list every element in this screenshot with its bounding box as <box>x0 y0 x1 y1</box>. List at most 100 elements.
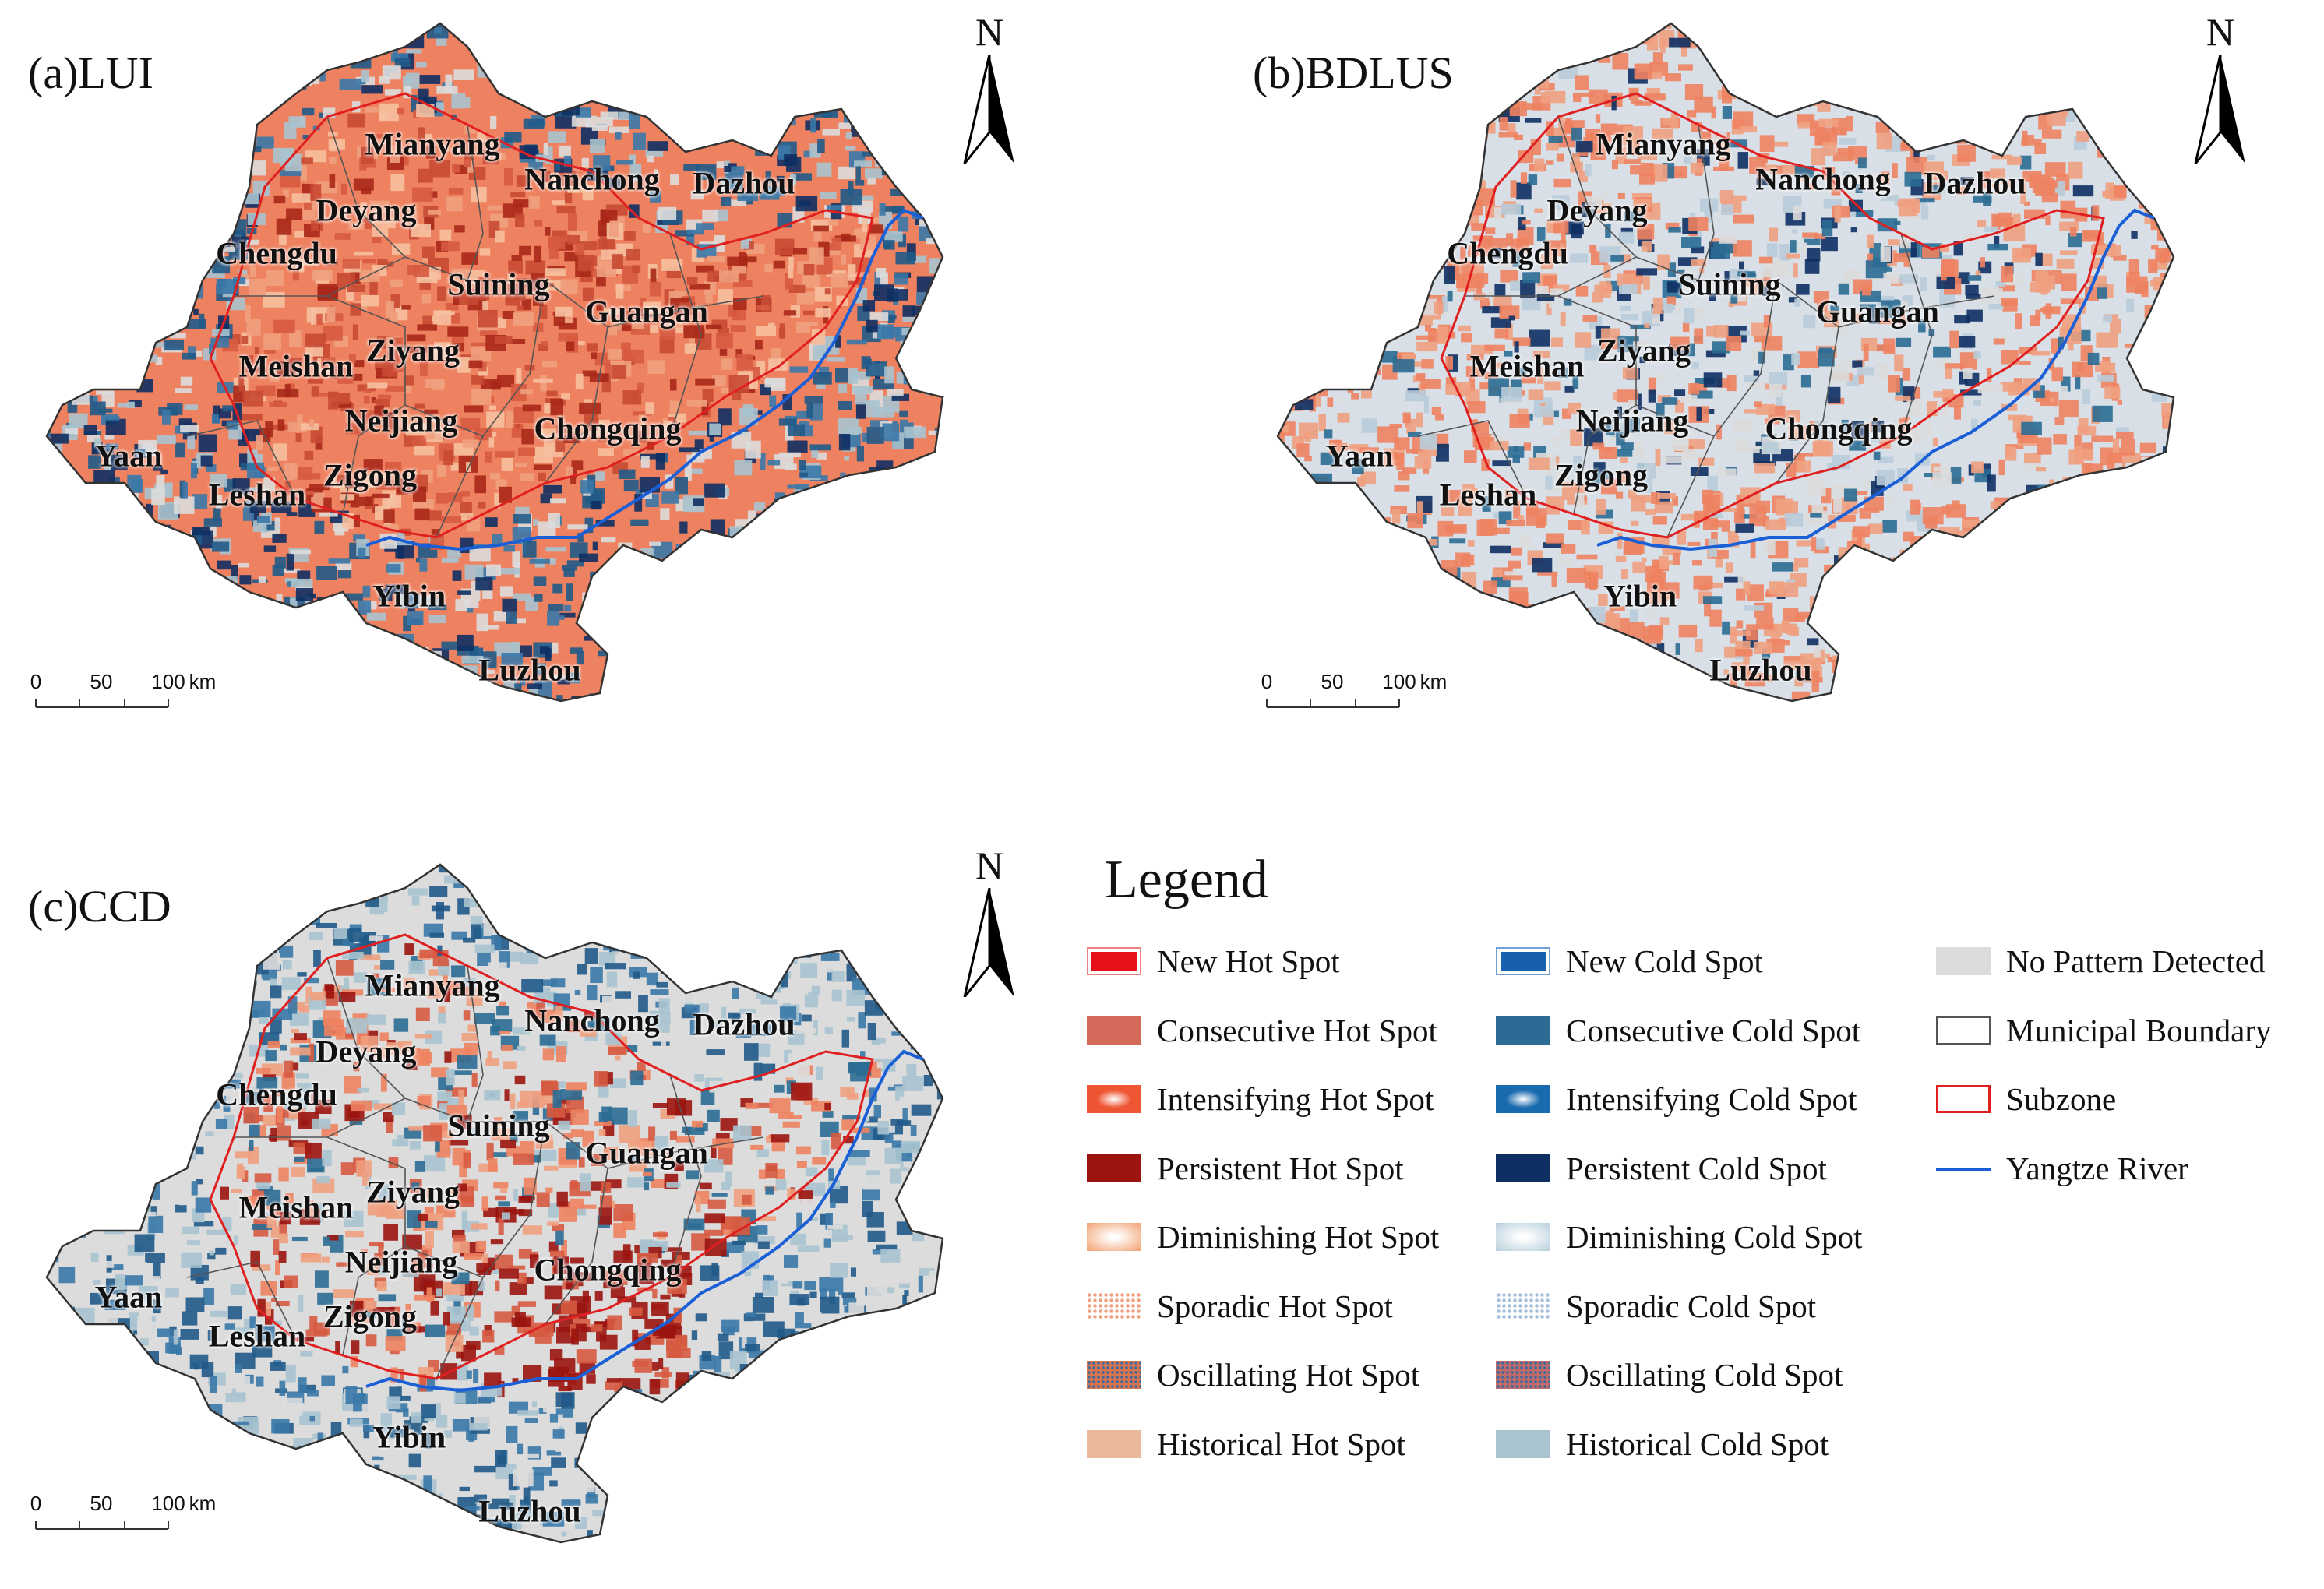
north-label: N <box>2189 9 2252 55</box>
city-label-nanchong: Nanchong <box>524 161 659 198</box>
scale-label: 50 <box>90 1492 113 1516</box>
city-label-meishan: Meishan <box>239 1189 354 1226</box>
legend-label: Persistent Cold Spot <box>1566 1150 1827 1187</box>
legend-label: Consecutive Hot Spot <box>1157 1012 1437 1049</box>
city-label-luzhou: Luzhou <box>478 652 580 689</box>
legend-label: Municipal Boundary <box>2006 1012 2271 1049</box>
city-label-zigong: Zigong <box>323 457 417 494</box>
legend-swatch <box>1936 1168 1991 1171</box>
legend-item-consecutive-hot-spot: Consecutive Hot Spot <box>1087 1012 1476 1049</box>
panel-title: (c)CCD <box>28 880 171 932</box>
city-label-mianyang: Mianyang <box>365 967 499 1004</box>
legend-label: Diminishing Cold Spot <box>1566 1218 1862 1256</box>
north-label: N <box>958 9 1021 55</box>
city-label-nanchong: Nanchong <box>1755 161 1890 198</box>
legend-item-diminishing-hot-spot: Diminishing Hot Spot <box>1087 1218 1476 1256</box>
legend-swatch <box>1496 1292 1550 1320</box>
legend-item-no-pattern-detected: No Pattern Detected <box>1936 942 2324 980</box>
legend-item-oscillating-hot-spot: Oscillating Hot Spot <box>1087 1356 1476 1393</box>
scale-label: km <box>1420 670 1448 694</box>
legend-item-sporadic-cold-spot: Sporadic Cold Spot <box>1496 1288 1885 1325</box>
scale-label: 100 <box>151 670 185 694</box>
legend-swatch <box>1496 1016 1550 1045</box>
city-label-yaan: Yaan <box>1326 438 1394 474</box>
legend-item-oscillating-cold-spot: Oscillating Cold Spot <box>1496 1356 1885 1393</box>
city-label-chongqing: Chongqing <box>1765 410 1913 447</box>
legend-item-sporadic-hot-spot: Sporadic Hot Spot <box>1087 1288 1476 1325</box>
city-label-guangan: Guangan <box>1816 294 1939 330</box>
city-label-leshan: Leshan <box>209 477 306 513</box>
city-label-nanchong: Nanchong <box>524 1002 659 1039</box>
legend-swatch <box>1087 1223 1141 1251</box>
city-label-suining: Suining <box>447 1108 549 1144</box>
study-area-map <box>1231 0 2244 748</box>
city-label-guangan: Guangan <box>585 294 708 330</box>
legend-item-diminishing-cold-spot: Diminishing Cold Spot <box>1496 1218 1885 1256</box>
city-label-luzhou: Luzhou <box>1709 652 1811 689</box>
legend-item-yangtze-river: Yangtze River <box>1936 1150 2324 1187</box>
city-label-yibin: Yibin <box>372 1419 446 1456</box>
legend-swatch <box>1087 1292 1141 1320</box>
north-label: N <box>958 843 1021 888</box>
scale-label: 0 <box>30 670 41 694</box>
panel-title: (b)BDLUS <box>1253 47 1454 99</box>
legend-swatch <box>1496 947 1550 975</box>
scale-label: 0 <box>1261 670 1272 694</box>
city-label-ziyang: Ziyang <box>366 1174 460 1210</box>
study-area-map <box>0 841 1013 1589</box>
city-label-zigong: Zigong <box>1554 457 1648 494</box>
legend-label: Oscillating Hot Spot <box>1157 1356 1419 1393</box>
legend-swatch <box>1087 1430 1141 1458</box>
legend-label: New Hot Spot <box>1157 942 1340 980</box>
city-label-yibin: Yibin <box>1603 578 1677 615</box>
north-arrow-icon: N <box>958 849 1021 989</box>
legend-label: Subzone <box>2006 1080 2116 1118</box>
legend-item-intensifying-cold-spot: Intensifying Cold Spot <box>1496 1080 1885 1118</box>
legend-label: Yangtze River <box>2006 1150 2188 1187</box>
legend-label: Consecutive Cold Spot <box>1566 1012 1860 1049</box>
scale-label: 0 <box>30 1492 41 1516</box>
city-label-luzhou: Luzhou <box>478 1493 580 1530</box>
legend-swatch <box>1936 947 1991 975</box>
legend-item-persistent-cold-spot: Persistent Cold Spot <box>1496 1150 1885 1187</box>
city-label-chongqing: Chongqing <box>534 410 682 447</box>
city-label-dazhou: Dazhou <box>693 165 795 202</box>
legend-swatch <box>1936 1085 1991 1113</box>
legend-label: Historical Cold Spot <box>1566 1425 1829 1463</box>
city-label-leshan: Leshan <box>209 1318 306 1355</box>
scale-label: 100 <box>1382 670 1416 694</box>
legend-swatch <box>1087 947 1141 975</box>
legend-label: Oscillating Cold Spot <box>1566 1356 1843 1393</box>
legend-item-subzone: Subzone <box>1936 1080 2324 1118</box>
legend-swatch <box>1087 1016 1141 1045</box>
city-label-chengdu: Chengdu <box>216 235 337 272</box>
city-label-chengdu: Chengdu <box>216 1076 337 1113</box>
legend-swatch <box>1936 1016 1991 1045</box>
city-label-neijiang: Neijiang <box>345 403 457 439</box>
legend-label: New Cold Spot <box>1566 942 1763 980</box>
scale-label: km <box>189 670 217 694</box>
north-arrow-icon: N <box>958 16 1021 156</box>
legend-label: Sporadic Cold Spot <box>1566 1288 1816 1325</box>
city-label-meishan: Meishan <box>1470 348 1585 385</box>
legend-item-historical-hot-spot: Historical Hot Spot <box>1087 1425 1476 1463</box>
city-label-yaan: Yaan <box>95 1279 163 1316</box>
legend-item-historical-cold-spot: Historical Cold Spot <box>1496 1425 1885 1463</box>
legend-label: No Pattern Detected <box>2006 942 2265 980</box>
legend-swatch <box>1087 1154 1141 1182</box>
city-label-zigong: Zigong <box>323 1298 417 1335</box>
legend-swatch <box>1496 1361 1550 1389</box>
legend-swatch <box>1087 1085 1141 1113</box>
legend-swatch <box>1496 1223 1550 1251</box>
legend-item-municipal-boundary: Municipal Boundary <box>1936 1012 2324 1049</box>
city-label-dazhou: Dazhou <box>1924 165 2026 202</box>
city-label-suining: Suining <box>447 266 549 303</box>
scale-label: 50 <box>90 670 113 694</box>
scale-label: 50 <box>1321 670 1344 694</box>
